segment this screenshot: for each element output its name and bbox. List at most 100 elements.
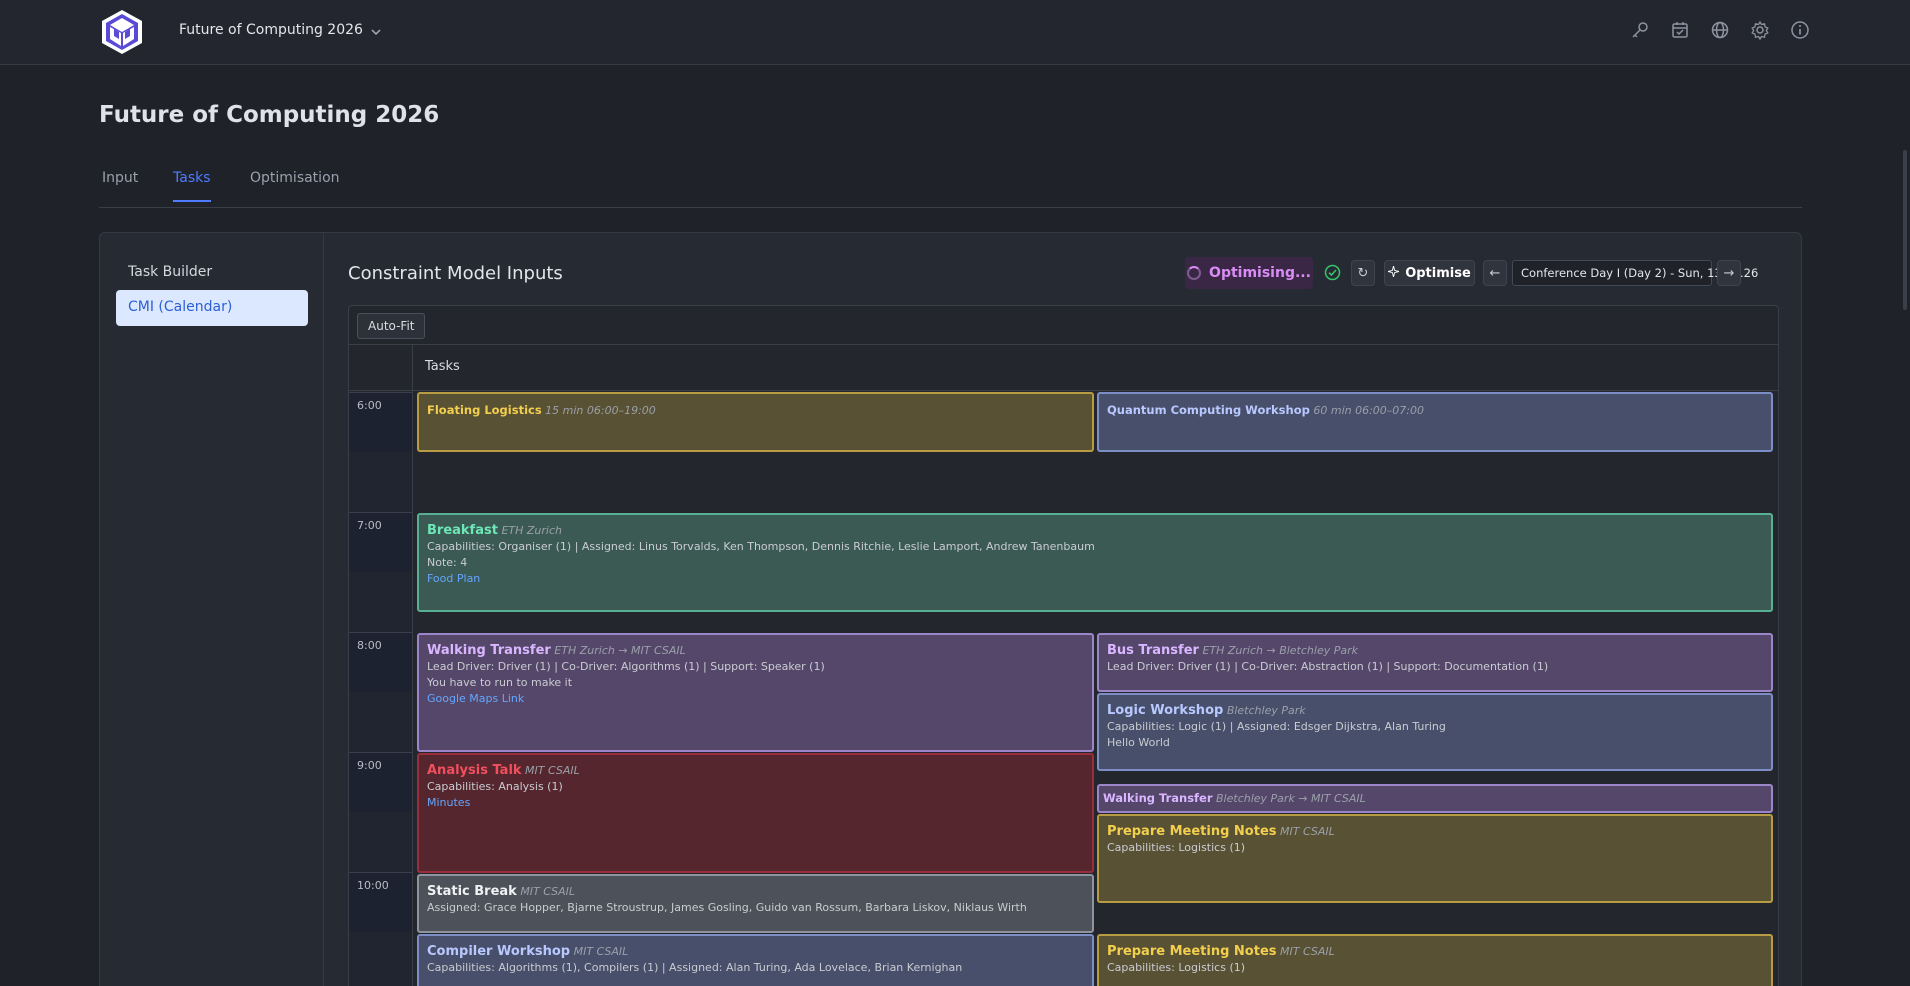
task-title: Walking Transfer: [1103, 791, 1213, 805]
optimising-status: Optimising...: [1185, 257, 1313, 289]
project-selector[interactable]: Future of Computing 2026: [179, 22, 381, 38]
task-title: Walking Transfer: [427, 643, 551, 658]
task-prepare-meeting-notes-2[interactable]: Prepare Meeting Notes MIT CSAIL Capabili…: [1097, 934, 1773, 986]
task-title: Floating Logistics: [427, 403, 542, 417]
task-details: Capabilities: Logic (1) | Assigned: Edsg…: [1107, 720, 1446, 733]
task-details: Capabilities: Logistics (1): [1107, 841, 1246, 854]
task-bus-transfer[interactable]: Bus Transfer ETH Zurich → Bletchley Park…: [1097, 633, 1773, 692]
task-meta: 60 min 06:00–07:00: [1313, 404, 1424, 417]
tab-optimisation[interactable]: Optimisation: [250, 170, 340, 186]
next-day-button[interactable]: →: [1717, 260, 1741, 286]
task-details: Lead Driver: Driver (1) | Co-Driver: Alg…: [427, 660, 825, 673]
task-location: MIT CSAIL: [520, 885, 576, 898]
task-location: MIT CSAIL: [1280, 825, 1335, 838]
sidebar: Task Builder CMI (Calendar): [100, 233, 324, 986]
task-location: MIT CSAIL: [573, 945, 629, 958]
info-icon[interactable]: [1790, 20, 1810, 40]
task-title: Prepare Meeting Notes: [1107, 824, 1277, 839]
task-title: Quantum Computing Workshop: [1107, 403, 1310, 417]
refresh-button[interactable]: ↻: [1351, 260, 1375, 286]
task-location: Bletchley Park: [1226, 704, 1306, 717]
hour-line: [349, 752, 412, 753]
task-floating-logistics[interactable]: Floating Logistics 15 min 06:00–19:00: [417, 392, 1094, 452]
hour-band: [349, 392, 412, 452]
hour-band: [349, 632, 412, 692]
task-static-break[interactable]: Static Break MIT CSAIL Assigned: Grace H…: [417, 874, 1094, 933]
task-details: Capabilities: Logistics (1): [1107, 961, 1246, 974]
time-gutter: 6:00 7:00 8:00 9:00 10:00: [349, 392, 412, 986]
day-selector[interactable]: Conference Day I (Day 2) - Sun, 13.09.26: [1512, 260, 1758, 286]
app-logo[interactable]: [100, 8, 144, 56]
project-name: Future of Computing 2026: [179, 22, 363, 38]
task-location: ETH Zurich: [501, 524, 562, 537]
calendar: Auto-Fit Tasks 6:00 7:00 8:00 9:00 10:00…: [348, 305, 1779, 986]
task-compiler-workshop[interactable]: Compiler Workshop MIT CSAIL Capabilities…: [417, 934, 1094, 986]
hour-band: [349, 872, 412, 932]
hour-label: 10:00: [357, 879, 389, 892]
hour-label: 8:00: [357, 639, 382, 652]
task-title: Compiler Workshop: [427, 944, 571, 959]
task-breakfast[interactable]: Breakfast ETH Zurich Capabilities: Organ…: [417, 513, 1773, 612]
prev-day-button[interactable]: ←: [1483, 260, 1507, 286]
sidebar-item-cmi-calendar[interactable]: CMI (Calendar): [116, 290, 308, 326]
task-note: Note: 4: [427, 556, 468, 569]
task-logic-workshop[interactable]: Logic Workshop Bletchley Park Capabiliti…: [1097, 693, 1773, 771]
status-text: Optimising...: [1209, 265, 1311, 281]
column-title: Tasks: [425, 359, 460, 374]
page-title: Future of Computing 2026: [99, 102, 440, 128]
chevron-down-icon: [371, 25, 381, 36]
task-walking-transfer-2[interactable]: Walking Transfer Bletchley Park → MIT CS…: [1097, 784, 1773, 813]
task-details: Capabilities: Organiser (1) | Assigned: …: [427, 540, 1095, 553]
sparkle-icon: [1388, 265, 1400, 281]
section-title: Constraint Model Inputs: [348, 263, 563, 284]
top-bar: Future of Computing 2026: [0, 0, 1910, 65]
calendar-header: Tasks: [349, 344, 1778, 391]
tab-tasks[interactable]: Tasks: [173, 170, 211, 202]
spinner-icon: [1187, 266, 1202, 280]
task-location: MIT CSAIL: [1280, 945, 1335, 958]
task-quantum-computing-workshop[interactable]: Quantum Computing Workshop 60 min 06:00–…: [1097, 392, 1773, 452]
sidebar-item-task-builder[interactable]: Task Builder: [128, 264, 213, 280]
gear-icon[interactable]: [1750, 20, 1770, 40]
task-title: Bus Transfer: [1107, 643, 1199, 658]
hour-line: [349, 872, 412, 873]
task-route: ETH Zurich → MIT CSAIL: [554, 644, 686, 657]
food-plan-link[interactable]: Food Plan: [427, 572, 481, 585]
hour-label: 6:00: [357, 399, 382, 412]
tab-input[interactable]: Input: [102, 170, 139, 186]
task-note: Hello World: [1107, 736, 1170, 749]
hour-line: [349, 632, 412, 633]
calendar-check-icon[interactable]: [1670, 20, 1690, 40]
minutes-link[interactable]: Minutes: [427, 796, 471, 809]
task-details: Capabilities: Algorithms (1), Compilers …: [427, 961, 963, 974]
hour-line: [349, 392, 412, 393]
hour-band: [349, 752, 412, 812]
gutter-divider: [412, 344, 413, 986]
hour-label: 7:00: [357, 519, 382, 532]
task-meta: 15 min 06:00–19:00: [545, 404, 656, 417]
task-analysis-talk[interactable]: Analysis Talk MIT CSAIL Capabilities: An…: [417, 753, 1094, 873]
globe-icon[interactable]: [1710, 20, 1730, 40]
page-scrollbar[interactable]: [1903, 150, 1907, 310]
hour-band: [349, 512, 412, 572]
google-maps-link[interactable]: Google Maps Link: [427, 692, 525, 705]
optimise-label: Optimise: [1405, 265, 1471, 281]
tab-bar: Input Tasks Optimisation: [99, 168, 1802, 208]
hour-line: [349, 512, 412, 513]
task-title: Logic Workshop: [1107, 703, 1224, 718]
key-icon[interactable]: [1630, 20, 1650, 40]
task-details: Assigned: Grace Hopper, Bjarne Stroustru…: [427, 901, 1027, 914]
hour-label: 9:00: [357, 759, 382, 772]
task-route: ETH Zurich → Bletchley Park: [1202, 644, 1358, 657]
task-walking-transfer[interactable]: Walking Transfer ETH Zurich → MIT CSAIL …: [417, 633, 1094, 752]
task-route: Bletchley Park → MIT CSAIL: [1216, 792, 1366, 805]
task-title: Static Break: [427, 884, 517, 899]
task-location: MIT CSAIL: [525, 764, 580, 777]
task-prepare-meeting-notes[interactable]: Prepare Meeting Notes MIT CSAIL Capabili…: [1097, 814, 1773, 903]
optimise-button[interactable]: Optimise: [1384, 260, 1475, 286]
task-title: Prepare Meeting Notes: [1107, 944, 1277, 959]
task-note: You have to run to make it: [427, 676, 573, 689]
task-details: Lead Driver: Driver (1) | Co-Driver: Abs…: [1107, 660, 1549, 673]
task-title: Analysis Talk: [427, 763, 522, 778]
auto-fit-button[interactable]: Auto-Fit: [357, 313, 426, 339]
